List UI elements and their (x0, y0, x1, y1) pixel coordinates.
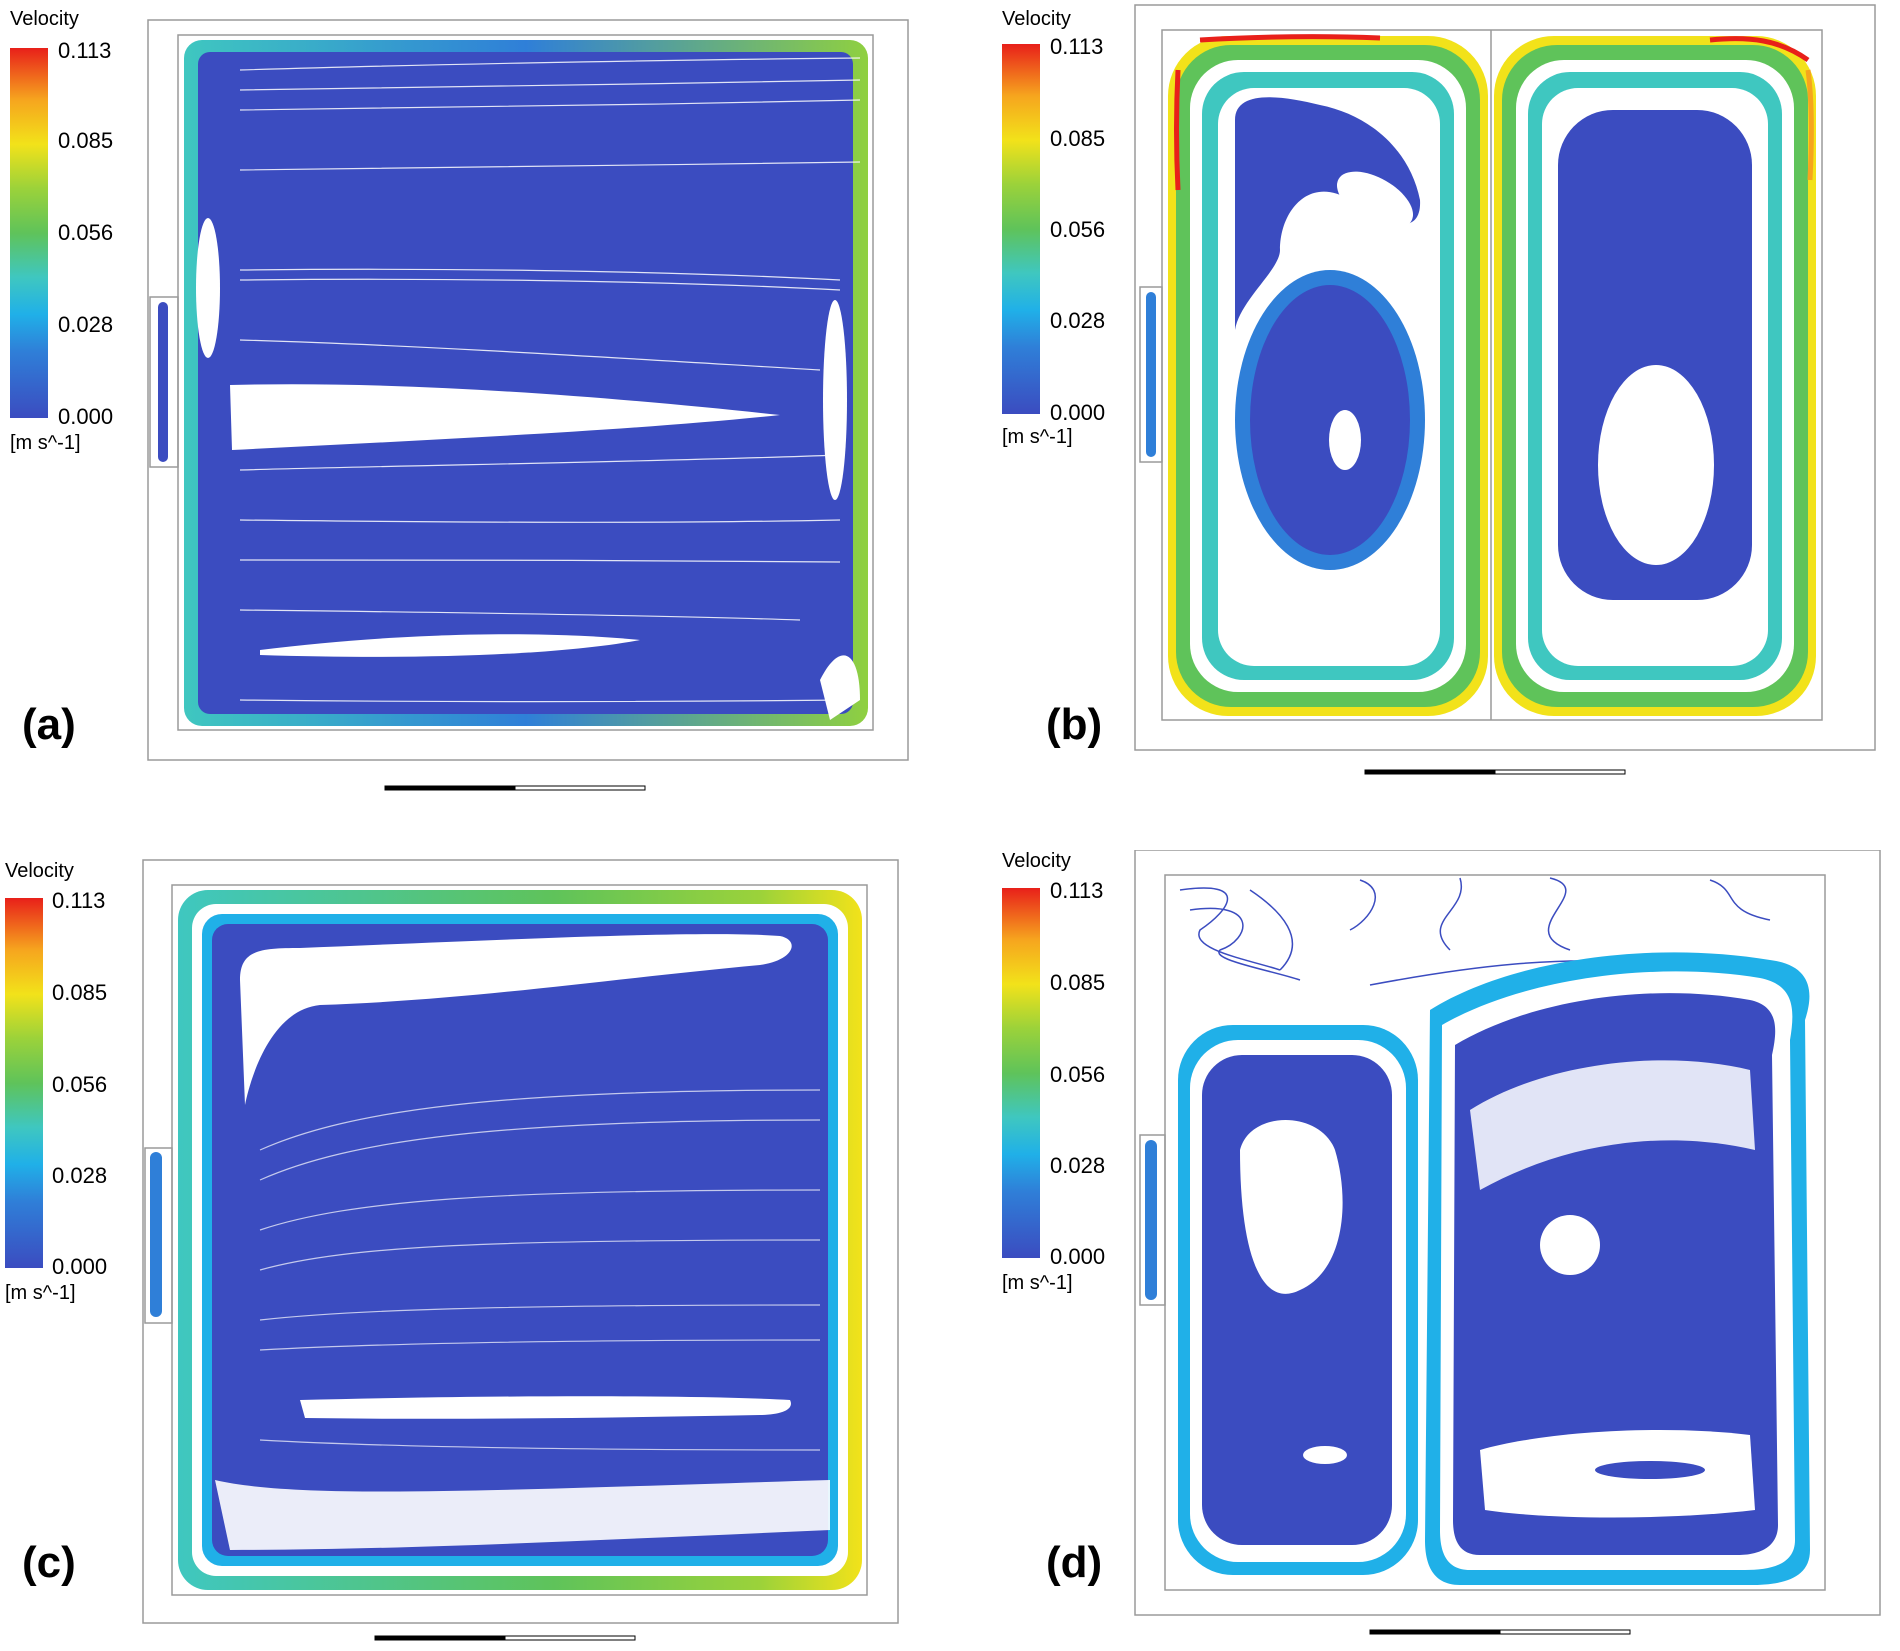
streamline-plot-b (1134, 4, 1876, 775)
streamline-hairlines (259, 1089, 821, 1451)
scale-bar (374, 1635, 636, 1641)
scale-bar (1364, 769, 1626, 775)
heater-streamlines (158, 302, 168, 462)
legend-unit: [m s^-1] (10, 432, 81, 454)
gap-2 (196, 218, 220, 358)
lower-gap (300, 1396, 791, 1419)
legend-title: Velocity (1002, 850, 1071, 872)
core-streamlines (198, 52, 853, 714)
streamline-hairlines (239, 57, 861, 703)
domain-frame (1134, 850, 1881, 1616)
legend-title: Velocity (10, 8, 79, 30)
colorbar-tick-min: 0.000 (1050, 1244, 1106, 1269)
left-small-eye (1303, 1446, 1347, 1464)
colorbar-tick: 0.028 (1050, 1153, 1106, 1178)
velocity-colorbar (10, 48, 48, 418)
streamline-plot-c (142, 859, 899, 1641)
gap-5 (820, 655, 860, 720)
left-cell-eye (1240, 1120, 1343, 1294)
colorbar-tick-max: 0.113 (52, 888, 106, 913)
heater-box (144, 1147, 173, 1324)
legend-title: Velocity (1002, 8, 1071, 30)
right-cell-lower-eddy (1595, 1461, 1705, 1479)
panel-d: Velocity 0.113 0.085 0.056 0.028 0.000 [… (950, 850, 1900, 1650)
colorbar-tick: 0.085 (58, 128, 114, 153)
colorbar-tick: 0.056 (1050, 1062, 1106, 1087)
streamline-plot-d (1134, 850, 1881, 1635)
colorbar-tick: 0.085 (1050, 126, 1106, 151)
legend-unit: [m s^-1] (5, 1282, 76, 1304)
streamline-plot-a (147, 19, 909, 791)
velocity-colorbar (1002, 888, 1040, 1258)
panel-b: Velocity 0.113 0.085 0.056 0.028 0.000 [… (950, 0, 1900, 820)
legend-unit: [m s^-1] (1002, 426, 1073, 448)
heater-box (149, 296, 179, 468)
right-cell-eye (1540, 1215, 1600, 1275)
colorbar-tick-min: 0.000 (58, 404, 114, 429)
heater-streamlines (150, 1152, 162, 1317)
colorbar-tick: 0.028 (1050, 308, 1106, 333)
panel-c: Velocity 0.113 0.085 0.056 0.028 0.000 [… (0, 850, 950, 1650)
legend-unit: [m s^-1] (1002, 1272, 1073, 1294)
colorbar-tick: 0.085 (52, 980, 108, 1005)
panel-label: (d) (1046, 1538, 1103, 1587)
upper-gap (240, 934, 792, 1105)
heater-box (1139, 1134, 1166, 1306)
upper-left-eddy (1235, 97, 1421, 330)
domain-frame (147, 19, 909, 761)
panel-label: (b) (1046, 700, 1103, 749)
panel-label: (a) (22, 700, 76, 749)
upper-left-eddy-core (1337, 171, 1413, 229)
gap-1 (230, 384, 780, 450)
velocity-colorbar (5, 898, 43, 1268)
scale-bar (384, 785, 646, 791)
colorbar-tick-max: 0.113 (1050, 878, 1104, 903)
gap-3 (823, 300, 847, 500)
gap-4 (260, 634, 640, 657)
colorbar-tick-max: 0.113 (58, 38, 112, 63)
legend-title: Velocity (5, 860, 74, 882)
panel-label: (c) (22, 1538, 76, 1587)
right-cell-band (1470, 1060, 1755, 1190)
domain-frame (1134, 4, 1876, 751)
left-vortex-eye (1329, 410, 1361, 470)
bottom-gap (215, 1480, 830, 1550)
colorbar-tick-max: 0.113 (1050, 34, 1104, 59)
panel-a: Velocity 0.113 0.085 0.056 0.028 0.000 [… (0, 0, 950, 820)
heater-streamlines (1146, 292, 1156, 457)
colorbar-tick: 0.085 (1050, 970, 1106, 995)
heater-box (1139, 286, 1163, 463)
colorbar-tick: 0.056 (58, 220, 114, 245)
velocity-colorbar (1002, 44, 1040, 414)
right-vortex-eye (1598, 365, 1714, 565)
colorbar-tick-min: 0.000 (1050, 400, 1106, 425)
scale-bar (1369, 1629, 1631, 1635)
colorbar-tick-min: 0.000 (52, 1254, 108, 1279)
colorbar-tick: 0.028 (58, 312, 114, 337)
domain-frame (142, 859, 899, 1624)
colorbar-tick: 0.056 (1050, 217, 1106, 242)
left-main-vortex-core (1250, 285, 1410, 555)
heater-streamlines (1145, 1140, 1157, 1300)
colorbar-tick: 0.028 (52, 1163, 108, 1188)
colorbar-tick: 0.056 (52, 1072, 108, 1097)
